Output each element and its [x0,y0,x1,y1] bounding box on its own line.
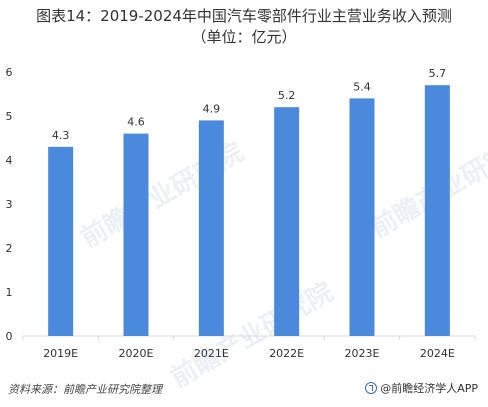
x-tick-label: 2020E [119,347,154,360]
source-note: 资料来源：前瞻产业研究院整理 [8,383,162,396]
data-label: 5.7 [429,67,447,80]
data-label: 4.9 [203,102,221,115]
y-tick-label: 0 [6,330,13,343]
chart-title-line2: （单位：亿元） [191,28,297,46]
y-tick-label: 2 [6,242,13,255]
bar [198,120,224,337]
bar [424,85,450,336]
x-tick-label: 2019E [43,347,78,360]
brand-text: @前瞻经济学人APP [380,382,478,395]
chart-title-line1: 图表14：2019-2024年中国汽车零部件行业主营业务收入预测 [36,7,452,25]
brand-credit: @前瞻经济学人APP [365,380,478,396]
x-tick-label: 2023E [345,347,380,360]
data-label: 4.6 [127,116,145,129]
y-tick-label: 3 [6,198,13,211]
data-label: 5.4 [353,80,371,93]
x-tick-label: 2024E [420,347,455,360]
y-tick-label: 4 [6,154,13,167]
bar [123,133,149,336]
y-tick-label: 1 [6,286,13,299]
y-tick-label: 6 [6,66,13,79]
bar [349,98,375,337]
x-tick-label: 2021E [194,347,229,360]
data-label: 5.2 [278,89,296,102]
bar [48,146,74,336]
chart-title: 图表14：2019-2024年中国汽车零部件行业主营业务收入预测 （单位：亿元） [0,6,488,48]
data-label: 4.3 [52,129,70,142]
x-tick-label: 2022E [269,347,304,360]
y-tick-label: 5 [6,110,13,123]
bar [274,107,300,336]
brand-logo-icon [365,382,378,394]
